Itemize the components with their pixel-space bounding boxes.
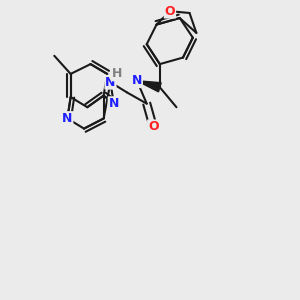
- Text: N: N: [62, 112, 73, 125]
- Text: O: O: [165, 5, 175, 18]
- Text: N: N: [132, 74, 142, 87]
- Text: N: N: [109, 97, 119, 110]
- Text: H: H: [112, 68, 122, 80]
- Text: N: N: [105, 76, 116, 89]
- Text: O: O: [148, 120, 159, 133]
- Polygon shape: [137, 81, 161, 92]
